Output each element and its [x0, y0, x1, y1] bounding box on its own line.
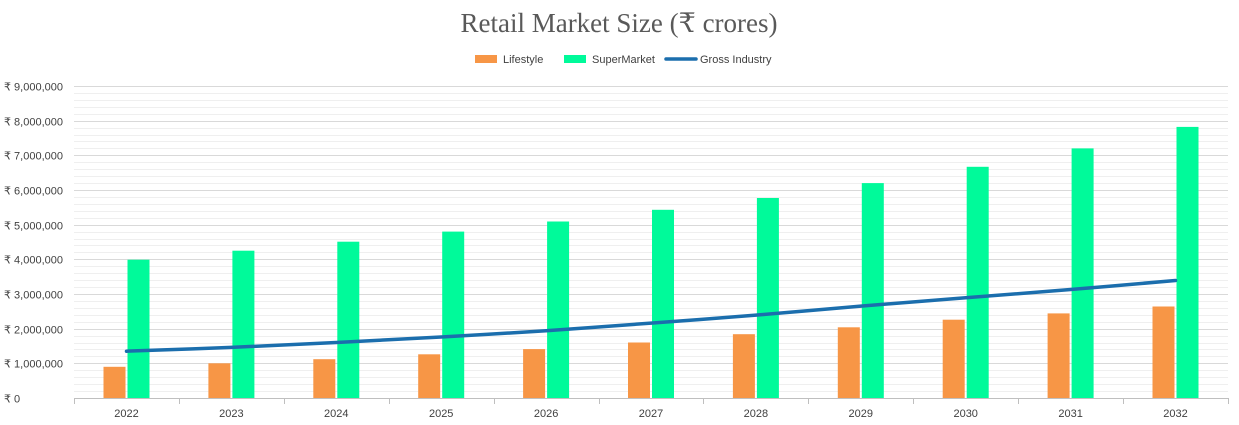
y-tick-label: ₹ 3,000,000	[4, 290, 63, 302]
legend-item-lifestyle[interactable]: Lifestyle	[475, 54, 543, 66]
point-gross-industry-2028[interactable]	[754, 314, 757, 317]
y-tick-label: ₹ 1,000,000	[4, 359, 63, 371]
bar-supermarket-2029[interactable]	[862, 183, 884, 398]
y-tick-label: ₹ 6,000,000	[4, 186, 63, 198]
x-tick-label: 2030	[953, 408, 977, 420]
point-gross-industry-2022[interactable]	[125, 350, 128, 353]
point-gross-industry-2024[interactable]	[335, 341, 338, 344]
bar-lifestyle-2022[interactable]	[104, 367, 126, 398]
bar-supermarket-2025[interactable]	[442, 232, 464, 398]
y-tick-label: ₹ 8,000,000	[4, 117, 63, 129]
y-tick-label: ₹ 2,000,000	[4, 325, 63, 337]
bar-lifestyle-2032[interactable]	[1153, 307, 1175, 399]
x-axis: 2022 2023 2024 2025 2026 2027 2028 2029 2030 2031…	[74, 398, 1229, 420]
x-tick-label: 2023	[219, 408, 243, 420]
bar-lifestyle-2031[interactable]	[1048, 313, 1070, 398]
bar-lifestyle-2024[interactable]	[313, 359, 335, 398]
point-gross-industry-2027[interactable]	[650, 322, 653, 325]
point-gross-industry-2025[interactable]	[440, 336, 443, 339]
x-tick-label: 2031	[1058, 408, 1082, 420]
y-tick-label: ₹ 4,000,000	[4, 255, 63, 267]
x-tick-label: 2026	[534, 408, 558, 420]
legend-swatch-supermarket	[564, 55, 586, 63]
bar-supermarket-2022[interactable]	[128, 260, 150, 398]
bar-lifestyle-2028[interactable]	[733, 334, 755, 398]
legend-item-gross-industry[interactable]: Gross Industry	[666, 54, 772, 66]
y-tick-label: ₹ 9,000,000	[4, 82, 63, 94]
point-gross-industry-2026[interactable]	[545, 329, 548, 332]
point-gross-industry-2032[interactable]	[1174, 279, 1177, 282]
legend-label-lifestyle: Lifestyle	[503, 54, 543, 66]
bar-supermarket-2024[interactable]	[337, 242, 359, 398]
y-tick-label: ₹ 5,000,000	[4, 221, 63, 233]
point-gross-industry-2029[interactable]	[859, 305, 862, 308]
legend-swatch-lifestyle	[475, 55, 497, 63]
chart-title: Retail Market Size (₹ crores)	[460, 8, 777, 38]
bar-supermarket-2026[interactable]	[547, 222, 569, 399]
bar-lifestyle-2025[interactable]	[418, 354, 440, 398]
legend-item-supermarket[interactable]: SuperMarket	[564, 54, 655, 66]
x-tick-label: 2028	[744, 408, 768, 420]
bar-supermarket-2031[interactable]	[1072, 148, 1094, 398]
y-axis-tick-labels: ₹ 0 ₹ 1,000,000 ₹ 2,000,000 ₹ 3,000,000 ₹ 4,…	[4, 82, 63, 406]
bar-supermarket-2027[interactable]	[652, 210, 674, 398]
legend-label-supermarket: SuperMarket	[592, 54, 655, 66]
point-gross-industry-2031[interactable]	[1069, 288, 1072, 291]
y-tick-label: ₹ 0	[4, 394, 20, 406]
x-tick-label: 2027	[639, 408, 663, 420]
bar-lifestyle-2026[interactable]	[523, 349, 545, 398]
legend-label-gross-industry: Gross Industry	[700, 54, 772, 66]
x-tick-label: 2025	[429, 408, 453, 420]
bar-supermarket-2032[interactable]	[1177, 127, 1199, 398]
point-gross-industry-2030[interactable]	[964, 296, 967, 299]
legend: Lifestyle SuperMarket Gross Industry	[475, 54, 772, 66]
bar-supermarket-2030[interactable]	[967, 167, 989, 398]
point-gross-industry-2023[interactable]	[230, 346, 233, 349]
x-tick-label: 2032	[1163, 408, 1187, 420]
x-tick-label: 2024	[324, 408, 348, 420]
bar-lifestyle-2029[interactable]	[838, 327, 860, 398]
bar-lifestyle-2023[interactable]	[208, 363, 230, 398]
bars	[104, 127, 1199, 398]
y-tick-label: ₹ 7,000,000	[4, 151, 63, 163]
x-tick-label: 2029	[849, 408, 873, 420]
bar-lifestyle-2027[interactable]	[628, 343, 650, 399]
bar-supermarket-2028[interactable]	[757, 198, 779, 398]
bar-lifestyle-2030[interactable]	[943, 320, 965, 398]
x-tick-label: 2022	[114, 408, 138, 420]
bar-supermarket-2023[interactable]	[232, 251, 254, 398]
